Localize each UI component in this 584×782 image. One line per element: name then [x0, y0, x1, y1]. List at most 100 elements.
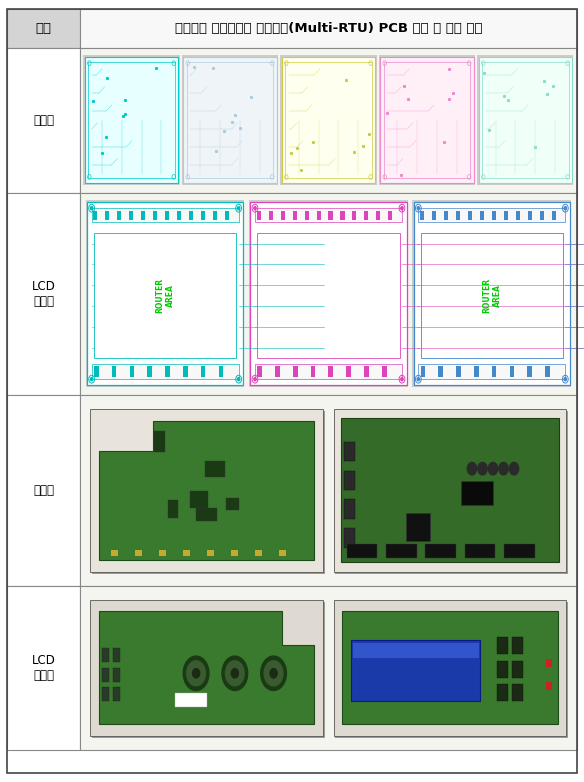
Bar [225, 210, 229, 220]
Bar [91, 600, 323, 736]
Bar [85, 57, 179, 183]
Bar [418, 364, 565, 379]
Bar [480, 210, 484, 220]
Bar [504, 210, 508, 220]
Bar [328, 366, 333, 377]
Bar [207, 550, 214, 556]
Bar [545, 366, 550, 377]
Bar [92, 208, 239, 222]
Bar [340, 210, 345, 220]
PathPatch shape [99, 612, 314, 724]
Bar [113, 687, 120, 701]
Bar [111, 550, 118, 556]
Bar [281, 210, 285, 220]
Bar [335, 411, 568, 574]
Bar [91, 409, 323, 572]
Circle shape [478, 462, 487, 475]
Bar [182, 56, 278, 185]
Bar [177, 210, 181, 220]
Bar [92, 364, 239, 379]
Bar [257, 210, 261, 220]
Bar [285, 62, 372, 178]
Circle shape [231, 669, 238, 678]
Bar [80, 586, 577, 750]
Bar [413, 202, 570, 386]
Bar [168, 500, 178, 518]
Bar [255, 208, 402, 222]
Bar [258, 366, 262, 377]
Bar [113, 648, 120, 662]
Bar [510, 366, 515, 377]
Bar [135, 550, 142, 556]
Bar [311, 366, 315, 377]
Bar [342, 612, 558, 724]
Circle shape [564, 206, 566, 210]
Bar [516, 210, 520, 220]
Bar [190, 491, 208, 508]
Text: LCD
화면부: LCD 화면부 [32, 654, 55, 682]
Bar [498, 661, 508, 678]
Bar [94, 366, 99, 377]
Bar [384, 62, 470, 178]
Bar [159, 550, 166, 556]
Bar [293, 366, 298, 377]
Text: ROUTER
AREA: ROUTER AREA [155, 278, 175, 314]
Bar [201, 210, 205, 220]
Bar [92, 602, 325, 738]
Bar [353, 643, 479, 658]
Bar [343, 442, 355, 461]
Bar [80, 395, 577, 586]
Bar [87, 202, 244, 386]
Text: 다중센서 허브플랫폼 하드웨어(Multi-RTU) PCB 설계 및 부품 실장: 다중센서 허브플랫폼 하드웨어(Multi-RTU) PCB 설계 및 부품 실… [175, 22, 482, 35]
Bar [92, 411, 325, 574]
Bar [141, 210, 145, 220]
Bar [346, 544, 377, 558]
Bar [456, 366, 461, 377]
Bar [88, 62, 175, 178]
Circle shape [183, 656, 209, 691]
Bar [527, 366, 532, 377]
Text: 메인부: 메인부 [33, 113, 54, 127]
Bar [528, 210, 532, 220]
Text: LCD
화면부: LCD 화면부 [32, 280, 55, 307]
Bar [255, 364, 402, 379]
Circle shape [187, 661, 206, 686]
Text: ROUTER
AREA: ROUTER AREA [482, 278, 502, 314]
Bar [477, 56, 573, 185]
Circle shape [488, 462, 498, 475]
Bar [7, 395, 80, 586]
Circle shape [238, 378, 240, 381]
Bar [117, 210, 121, 220]
Bar [7, 192, 80, 395]
Bar [478, 57, 572, 183]
Bar [183, 366, 187, 377]
Bar [218, 366, 223, 377]
Circle shape [260, 656, 286, 691]
Circle shape [564, 378, 566, 381]
Bar [80, 192, 577, 395]
Bar [364, 210, 369, 220]
Circle shape [270, 669, 277, 678]
Circle shape [264, 661, 283, 686]
Bar [7, 48, 80, 192]
Bar [380, 57, 474, 183]
Bar [86, 200, 245, 387]
Circle shape [401, 206, 403, 210]
Bar [269, 210, 273, 220]
Bar [105, 210, 109, 220]
Bar [498, 684, 508, 701]
Bar [474, 366, 479, 377]
Bar [425, 544, 456, 558]
Bar [492, 366, 496, 377]
Circle shape [225, 661, 244, 686]
Bar [7, 586, 80, 750]
Bar [504, 544, 535, 558]
Bar [379, 56, 475, 185]
Bar [512, 637, 523, 655]
Bar [346, 366, 351, 377]
PathPatch shape [99, 421, 314, 560]
Bar [305, 210, 309, 220]
Circle shape [91, 206, 93, 210]
Bar [343, 500, 355, 519]
Bar [80, 9, 577, 48]
